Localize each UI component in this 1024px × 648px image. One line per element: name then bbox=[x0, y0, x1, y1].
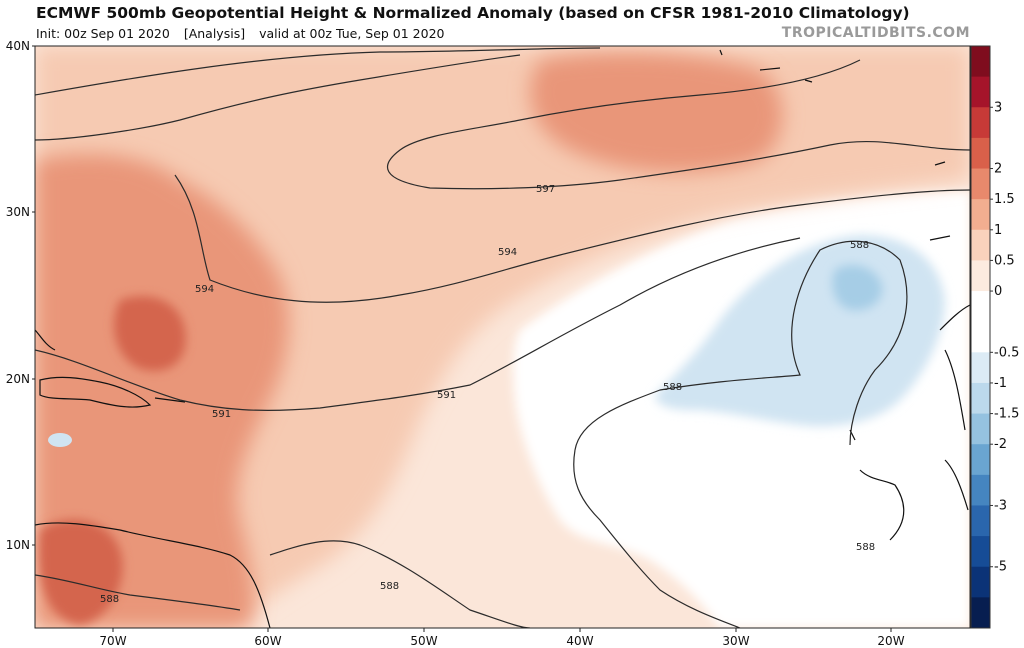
colorbar-segment bbox=[971, 382, 990, 415]
colorbar-label: -3 bbox=[994, 498, 1007, 513]
lon-label-50w: 50W bbox=[410, 634, 437, 648]
colorbar-label: 3 bbox=[994, 100, 1002, 115]
map-frame bbox=[34, 45, 971, 629]
colorbar-segment bbox=[971, 413, 990, 445]
contour-594 bbox=[174, 174, 970, 303]
map-title: ECMWF 500mb Geopotential Height & Normal… bbox=[36, 4, 910, 22]
colorbar-segment bbox=[971, 168, 990, 200]
colorbar-label: -5 bbox=[994, 560, 1007, 575]
contour-591 bbox=[35, 237, 801, 411]
colorbar-segment bbox=[971, 107, 990, 139]
contour-588-southeast bbox=[573, 449, 741, 628]
contour-label-588-south: 588 bbox=[380, 581, 399, 592]
map-subtitle: Init: 00z Sep 01 2020 [Analysis] valid a… bbox=[36, 26, 455, 41]
coast-bahamas bbox=[35, 329, 56, 351]
anomaly-field-warm-strong-south bbox=[39, 519, 123, 625]
contour-label-591-west: 591 bbox=[212, 409, 231, 420]
lat-label-10n: 10N bbox=[6, 538, 30, 552]
contour-588-south bbox=[269, 540, 531, 628]
coast-africa bbox=[939, 304, 970, 511]
contour-label-594-center: 594 bbox=[498, 247, 517, 258]
contour-600 bbox=[35, 47, 601, 96]
contour-597 bbox=[386, 59, 970, 190]
colorbar-segment bbox=[971, 260, 990, 292]
contour-label-588-cape-verde: 588 bbox=[856, 542, 875, 553]
colorbar-segment bbox=[971, 597, 990, 629]
lat-label-30n: 30N bbox=[6, 205, 30, 219]
valid-time: valid at 00z Tue, Sep 01 2020 bbox=[259, 26, 445, 41]
anomaly-field-warm-strong-caribbean bbox=[114, 296, 186, 371]
coast-puerto-rico bbox=[154, 397, 186, 403]
init-time: Init: 00z Sep 01 2020 bbox=[36, 26, 170, 41]
lon-label-70w: 70W bbox=[99, 634, 126, 648]
colorbar-segment bbox=[971, 536, 990, 568]
lon-label-30w: 30W bbox=[722, 634, 749, 648]
colorbar-segment bbox=[971, 352, 990, 384]
colorbar-segment bbox=[971, 321, 990, 353]
contour-588-east bbox=[574, 240, 908, 451]
colorbar-frame bbox=[970, 45, 991, 629]
colorbar: 3 2 1.5 1 0.5 0 -0.5 -1 -1.5 -2 -3 -5 bbox=[970, 45, 1019, 629]
colorbar-label: -1.5 bbox=[994, 407, 1019, 422]
coast-canaries bbox=[929, 161, 951, 241]
colorbar-segment bbox=[971, 444, 990, 476]
colorbar-label: -2 bbox=[994, 437, 1007, 452]
lon-label-40w: 40W bbox=[566, 634, 593, 648]
colorbar-segment bbox=[971, 505, 990, 537]
longitude-axis: 70W 60W 50W 40W 30W 20W bbox=[99, 628, 905, 648]
colorbar-label: 1 bbox=[994, 223, 1002, 238]
colorbar-label: 0 bbox=[994, 284, 1002, 299]
anomaly-field-warm-mid-west bbox=[35, 154, 289, 628]
latitude-axis: 40N 30N 20N 10N bbox=[6, 39, 35, 552]
anomaly-field-cool-patch bbox=[48, 433, 72, 447]
colorbar-segment bbox=[971, 229, 990, 261]
colorbar-label: 0.5 bbox=[994, 253, 1015, 268]
run-type: [Analysis] bbox=[183, 26, 246, 41]
colorbar-segment bbox=[971, 474, 990, 506]
colorbar-label: -1 bbox=[994, 376, 1007, 391]
colorbar-segment bbox=[971, 46, 990, 78]
height-contours bbox=[35, 47, 970, 628]
coast-south-america bbox=[35, 522, 271, 628]
coast-hispaniola bbox=[39, 376, 152, 408]
colorbar-segment bbox=[971, 199, 990, 231]
colorbar-label: 2 bbox=[994, 162, 1002, 177]
anomaly-field-cool-mid bbox=[832, 265, 883, 311]
map-plot-area: 597 594 594 591 591 588 588 588 588 588 bbox=[35, 46, 970, 628]
contour-label-588-east: 588 bbox=[663, 382, 682, 393]
coast-azores bbox=[719, 49, 813, 83]
contour-label-588-southwest: 588 bbox=[100, 594, 119, 605]
colorbar-segment bbox=[971, 566, 990, 598]
contour-588-southwest bbox=[35, 574, 241, 611]
contour-label-591-center: 591 bbox=[437, 390, 456, 401]
anomaly-field-warm-mid-north bbox=[530, 52, 783, 173]
site-credit: TROPICALTIDBITS.COM bbox=[781, 25, 970, 41]
lat-label-40n: 40N bbox=[6, 39, 30, 53]
contour-labels: 597 594 594 591 591 588 588 588 588 588 bbox=[100, 184, 875, 605]
coastlines bbox=[35, 49, 970, 628]
contour-label-597: 597 bbox=[536, 184, 555, 195]
anomaly-field-warm-light bbox=[35, 46, 970, 628]
contour-label-588-north: 588 bbox=[850, 240, 869, 251]
lon-label-60w: 60W bbox=[254, 634, 281, 648]
colorbar-label: 1.5 bbox=[994, 192, 1015, 207]
colorbar-segment bbox=[971, 137, 990, 170]
colorbar-label: -0.5 bbox=[994, 345, 1019, 360]
lat-label-20n: 20N bbox=[6, 372, 30, 386]
colorbar-segment bbox=[971, 291, 990, 323]
lon-label-20w: 20W bbox=[877, 634, 904, 648]
contour-597-west bbox=[35, 54, 521, 141]
contour-label-594-west: 594 bbox=[195, 284, 214, 295]
colorbar-segment bbox=[971, 76, 990, 108]
